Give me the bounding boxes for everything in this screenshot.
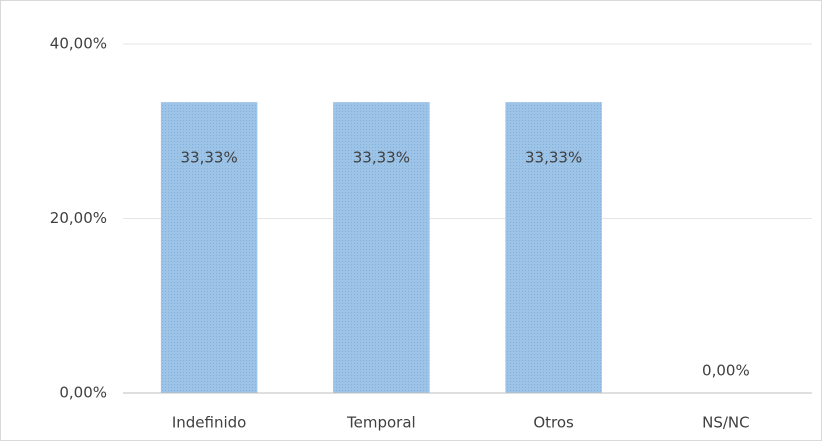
x-tick-label: Otros xyxy=(533,414,574,432)
data-label: 33,33% xyxy=(525,149,582,167)
y-tick-label: 20,00% xyxy=(50,209,107,227)
data-label: 33,33% xyxy=(181,149,238,167)
y-tick-label: 0,00% xyxy=(59,384,107,402)
x-tick-label: Indefinido xyxy=(172,414,247,432)
x-tick-label: Temporal xyxy=(346,414,416,432)
bar xyxy=(160,102,258,394)
bar xyxy=(333,102,430,394)
x-tick-label: NS/NC xyxy=(702,414,750,432)
data-label: 0,00% xyxy=(702,362,750,380)
y-tick-label: 40,00% xyxy=(50,35,107,53)
bar xyxy=(505,102,602,394)
data-label: 33,33% xyxy=(353,149,410,167)
